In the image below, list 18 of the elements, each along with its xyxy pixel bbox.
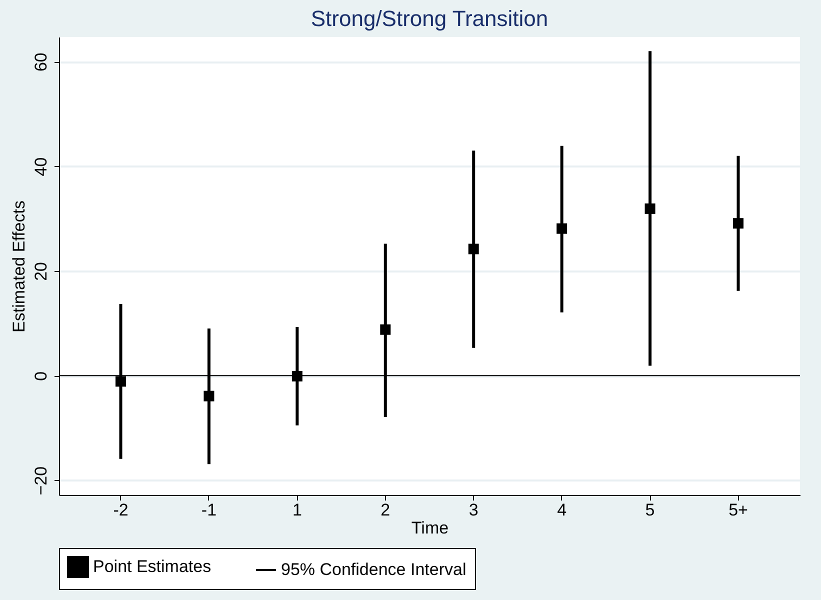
y-tick-label: 60 bbox=[32, 52, 50, 72]
x-tick-label: -1 bbox=[201, 500, 217, 520]
x-tick-label: 5 bbox=[645, 500, 655, 520]
y-tick-label: 40 bbox=[32, 157, 50, 176]
x-tick-label: -2 bbox=[113, 500, 128, 520]
x-axis-title: Time bbox=[411, 518, 449, 538]
chart-title: Strong/Strong Transition bbox=[310, 6, 548, 31]
x-tick-label: 3 bbox=[468, 500, 478, 520]
legend-label: 95% Confidence Interval bbox=[281, 560, 466, 579]
y-tick-label: 20 bbox=[32, 262, 50, 281]
legend-label: Point Estimates bbox=[93, 557, 212, 576]
x-tick-label: 4 bbox=[557, 500, 567, 520]
y-axis-title: Estimated Effects bbox=[10, 200, 28, 332]
x-tick-label: 1 bbox=[292, 500, 302, 520]
y-tick-label: 0 bbox=[32, 371, 50, 381]
x-tick-label: 2 bbox=[380, 500, 390, 520]
y-tick-label: −20 bbox=[32, 466, 50, 496]
x-tick-label: 5+ bbox=[728, 500, 748, 520]
